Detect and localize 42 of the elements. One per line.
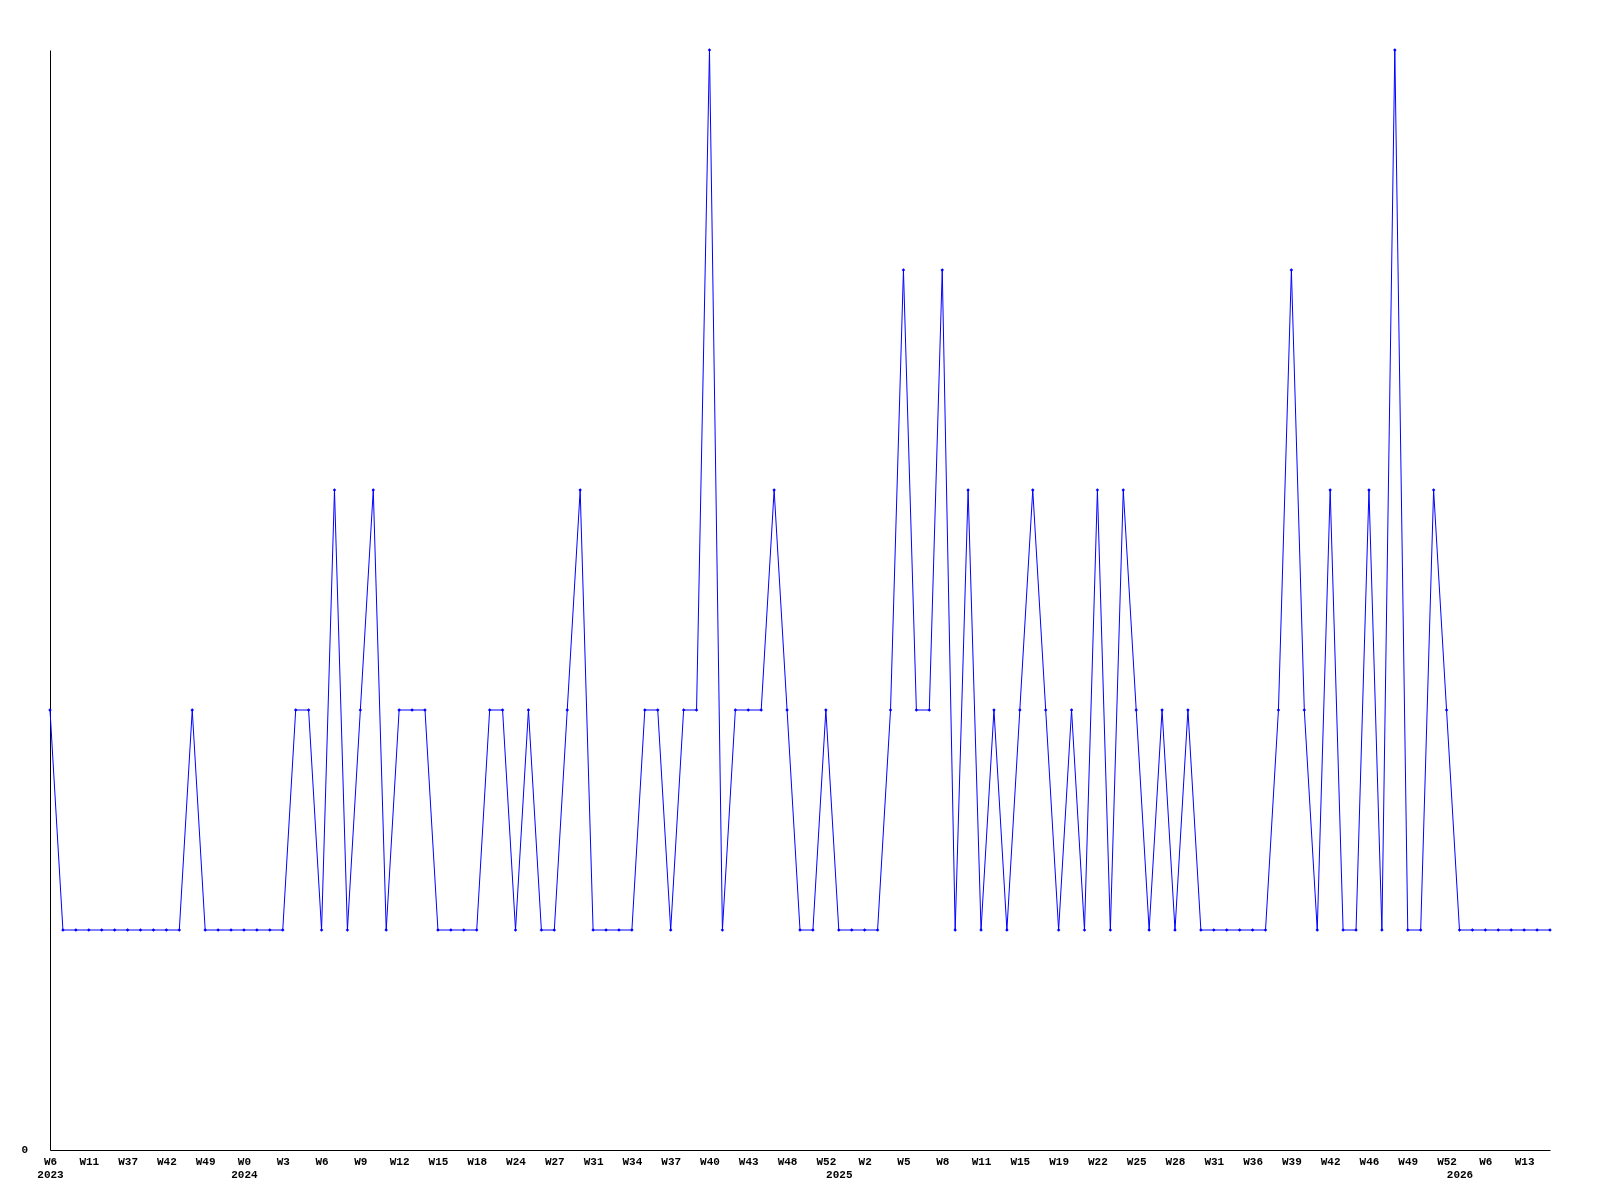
x-tick-label: W6 bbox=[315, 1155, 329, 1168]
x-tick-label: W11 bbox=[79, 1155, 100, 1168]
x-tick-label: W13 bbox=[1514, 1155, 1535, 1168]
x-tick-label: 2025 bbox=[826, 1168, 853, 1181]
x-tick-label: W0 2024 bbox=[231, 1155, 259, 1181]
x-tick-label: W43 bbox=[738, 1155, 760, 1168]
x-tick-label: W27 bbox=[544, 1155, 565, 1168]
x-tick-label: W24 bbox=[506, 1155, 527, 1168]
x-tick-label: W39 bbox=[1281, 1155, 1302, 1168]
x-tick-label: W52 bbox=[816, 1155, 837, 1168]
x-tick-label: W12 bbox=[389, 1155, 410, 1168]
x-tick-label: W15 bbox=[428, 1155, 449, 1168]
x-tick-label: W6 2023 bbox=[37, 1155, 65, 1181]
x-tick-label: W9 bbox=[354, 1155, 368, 1168]
x-tick-label: W22 bbox=[1088, 1155, 1108, 1168]
x-tick-label: W34 bbox=[622, 1155, 643, 1168]
x-tick-label: W36 bbox=[1243, 1155, 1263, 1168]
x-tick-label: W6 bbox=[1479, 1155, 1493, 1168]
x-tick-label: W42 bbox=[156, 1155, 177, 1168]
x-tick-label: W52 bbox=[1437, 1155, 1457, 1168]
x-tick-label: W3 bbox=[276, 1155, 291, 1168]
x-tick-label: W8 bbox=[936, 1155, 950, 1168]
x-tick-label: W19 bbox=[1049, 1155, 1070, 1168]
x-tick-label: W37 bbox=[118, 1155, 138, 1168]
text: 0 bbox=[21, 1144, 28, 1156]
x-tick-label: W46 bbox=[1359, 1155, 1380, 1168]
x-tick-label: W18 bbox=[467, 1155, 488, 1168]
x-tick-label: W49 bbox=[1398, 1155, 1419, 1168]
x-tick-label: W42 bbox=[1320, 1155, 1341, 1168]
x-tick-label: W28 bbox=[1165, 1155, 1186, 1168]
x-tick-label: W40 bbox=[700, 1155, 720, 1168]
x-tick-label: W31 bbox=[1204, 1155, 1225, 1168]
x-tick-label: W15 bbox=[1010, 1155, 1031, 1168]
x-tick-label: W5 bbox=[897, 1155, 911, 1168]
x-tick-label: W2 bbox=[858, 1155, 872, 1168]
x-tick-label: W25 bbox=[1126, 1155, 1147, 1168]
x-tick-label: W31 bbox=[583, 1155, 604, 1168]
x-tick-label: W48 bbox=[777, 1155, 798, 1168]
x-tick-label: W37 bbox=[661, 1155, 682, 1168]
x-tick-label: 2026 bbox=[1446, 1168, 1474, 1181]
x-tick-label: W49 bbox=[195, 1155, 216, 1168]
x-tick-label: W11 bbox=[971, 1155, 992, 1168]
